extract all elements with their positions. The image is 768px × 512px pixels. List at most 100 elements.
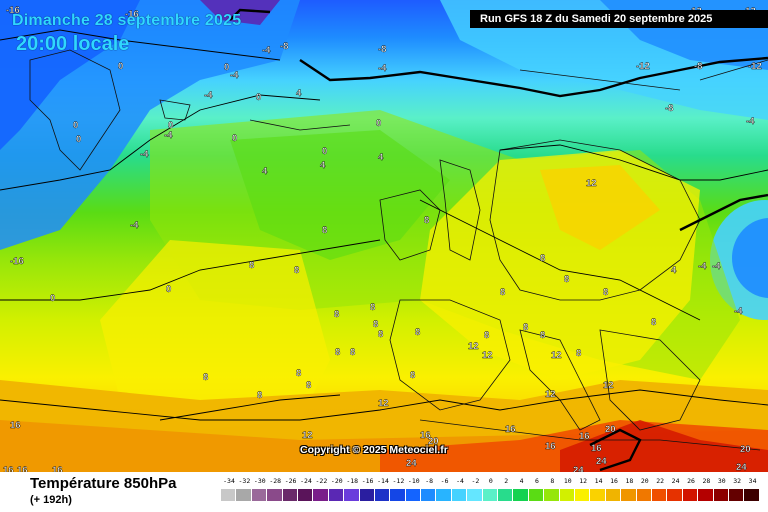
isotherm-value-label: -4 [712, 261, 721, 272]
legend-swatch [636, 489, 652, 501]
isotherm-value-label: 4 [378, 152, 384, 163]
legend-swatch [544, 489, 560, 501]
isotherm-value-label: 8 [306, 380, 311, 391]
legend-swatch [482, 489, 499, 501]
isotherm-value-label: 0 [322, 146, 327, 157]
legend-swatch [605, 489, 622, 501]
isotherm-value-label: 4 [296, 88, 302, 99]
isotherm-value-label: -16 [125, 9, 139, 20]
legend-swatch [282, 489, 298, 501]
legend-tick-label: -4 [456, 477, 464, 485]
isotherm-value-label: 12 [468, 341, 479, 352]
isotherm-value-label: 16 [591, 443, 602, 454]
legend-swatch [467, 489, 483, 501]
legend-tick-label: 0 [488, 477, 493, 485]
legend-tick-label: -10 [407, 477, 420, 485]
legend-swatch [651, 489, 668, 501]
isotherm-value-label: 8 [540, 253, 545, 264]
legend-tick-label: 22 [656, 477, 665, 485]
isotherm-value-label: 8 [484, 330, 489, 341]
isotherm-value-label: 4 [320, 160, 326, 171]
isotherm-value-label: 0 [166, 284, 171, 295]
legend-tick-label: 8 [550, 477, 555, 485]
legend-swatch [297, 489, 314, 501]
legend-tick-label: 34 [748, 477, 757, 485]
legend-swatch [590, 489, 606, 501]
isotherm-value-label: 16 [505, 424, 516, 435]
legend-tick-label: 10 [563, 477, 572, 485]
legend-tick-label: 24 [671, 477, 680, 485]
isotherm-value-label: 16 [17, 465, 28, 472]
legend-swatch [359, 489, 375, 501]
legend-tick-label: 2 [504, 477, 509, 485]
isotherm-value-label: -12 [636, 61, 650, 72]
legend-tick-label: -26 [284, 477, 297, 485]
map-canvas: -16-16-16-8-4-8-12-12-4-12-8-1200-404-4-… [0, 0, 768, 472]
legend-swatch [313, 489, 329, 501]
isotherm-value-label: -4 [262, 45, 271, 56]
legend-tick-label: -12 [392, 477, 405, 485]
legend-tick-label: 14 [594, 477, 603, 485]
legend-swatch [713, 489, 729, 501]
legend-tick-label: -34 [223, 477, 235, 485]
isotherm-value-label: 16 [579, 431, 590, 442]
legend-tick-label: -30 [253, 477, 266, 485]
legend-swatch [405, 489, 422, 501]
isotherm-value-label: 8 [564, 274, 569, 285]
isotherm-value-label: 16 [420, 430, 431, 441]
legend-tick-label: -24 [300, 477, 312, 485]
isotherm-value-label: -4 [164, 130, 173, 141]
isotherm-value-label: 4 [671, 265, 677, 276]
isotherm-value-label: 0 [232, 133, 237, 144]
isotherm-value-label: 8 [322, 225, 327, 236]
isotherm-value-label: -4 [130, 220, 139, 231]
legend-tick-label: 32 [733, 477, 742, 485]
isotherm-value-label: 8 [249, 260, 254, 271]
forecast-lead-time: (+ 192h) [30, 494, 72, 506]
legend-tick-label: -8 [425, 477, 434, 485]
isotherm-value-label: 8 [523, 322, 528, 333]
isotherm-value-label: 8 [410, 370, 415, 381]
isotherm-value-label: 12 [603, 380, 614, 391]
isotherm-value-label: 8 [296, 368, 301, 379]
isotherm-value-label: 16 [545, 441, 556, 452]
legend-tick-label: -32 [238, 477, 251, 485]
isotherm-value-label: 24 [736, 462, 747, 472]
legend-swatch [744, 489, 760, 501]
legend-tick-label: 12 [579, 477, 588, 485]
legend-swatch [344, 489, 360, 501]
isotherm-value-label: 16 [3, 465, 14, 472]
color-scale-legend [221, 489, 761, 501]
isotherm-value-label: 24 [573, 465, 584, 472]
isotherm-value-label: 16 [10, 420, 21, 431]
isotherm-value-label: 8 [424, 215, 429, 226]
isotherm-value-label: 4 [262, 166, 268, 177]
isotherm-value-label: -12 [748, 61, 762, 72]
isotherm-value-label: 0 [118, 61, 123, 72]
isotherm-value-label: 12 [482, 350, 493, 361]
isotherm-value-label: 20 [740, 444, 751, 455]
isotherm-value-label: -8 [378, 44, 386, 55]
isotherm-value-label: 12 [586, 178, 597, 189]
forecast-time: 20:00 locale [16, 33, 130, 55]
isotherm-value-label: 12 [545, 389, 556, 400]
legend-tick-label: 28 [702, 477, 711, 485]
isotherm-value-label: -4 [698, 261, 707, 272]
isotherm-value-label: 8 [370, 302, 375, 313]
legend-tick-label: -18 [346, 477, 359, 485]
legend-tick-label: 6 [535, 477, 539, 485]
isotherm-value-label: 8 [378, 329, 383, 340]
isotherm-value-label: -4 [734, 306, 743, 317]
isotherm-value-label: 8 [415, 327, 420, 338]
isotherm-value-label: 12 [378, 398, 389, 409]
isotherm-value-label: 8 [576, 348, 581, 359]
isotherm-value-label: 8 [335, 347, 340, 358]
legend-swatch [559, 489, 575, 501]
isotherm-value-label: 0 [50, 293, 55, 304]
legend-tick-label: 26 [687, 477, 695, 485]
isotherm-value-label: 8 [350, 347, 355, 358]
legend-swatch [236, 489, 252, 501]
legend-swatch [436, 489, 452, 501]
legend-swatch [221, 489, 237, 501]
isotherm-value-label: 8 [540, 330, 545, 341]
